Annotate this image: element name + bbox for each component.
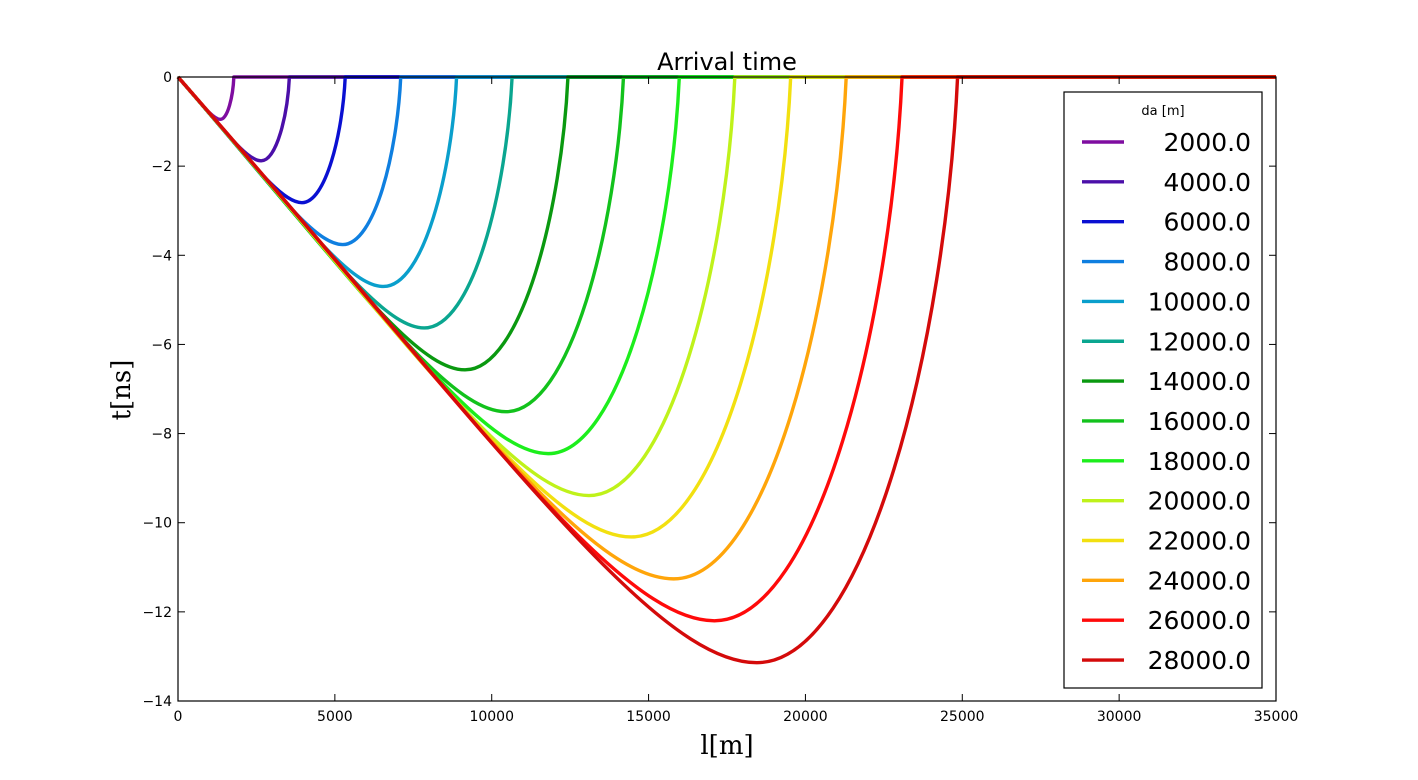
legend-label-26000: 26000.0 bbox=[1148, 606, 1251, 635]
legend-label-16000: 16000.0 bbox=[1148, 407, 1251, 436]
y-tick-label: −12 bbox=[142, 605, 172, 621]
legend-label-20000: 20000.0 bbox=[1148, 487, 1251, 516]
y-tick-label: −2 bbox=[151, 159, 172, 175]
legend-label-10000: 10000.0 bbox=[1148, 287, 1251, 316]
legend-label-14000: 14000.0 bbox=[1148, 367, 1251, 396]
x-tick-label: 5000 bbox=[317, 709, 353, 725]
series-line-28000 bbox=[176, 75, 1276, 665]
y-tick-label: −6 bbox=[151, 337, 172, 353]
x-tick-label: 0 bbox=[174, 709, 183, 725]
legend-label-22000: 22000.0 bbox=[1148, 527, 1251, 556]
x-tick-label: 30000 bbox=[1097, 709, 1142, 725]
x-axis-label: l[m] bbox=[700, 731, 753, 761]
legend-label-6000: 6000.0 bbox=[1164, 208, 1251, 237]
x-tick-label: 35000 bbox=[1254, 709, 1299, 725]
legend-label-18000: 18000.0 bbox=[1148, 447, 1251, 476]
legend-label-8000: 8000.0 bbox=[1164, 248, 1251, 277]
y-tick-label: 0 bbox=[163, 70, 172, 86]
plot-frame bbox=[177, 76, 1277, 702]
legend-label-4000: 4000.0 bbox=[1164, 168, 1251, 197]
chart-title: Arrival time bbox=[657, 48, 797, 76]
legend-label-2000: 2000.0 bbox=[1164, 128, 1251, 157]
y-tick-label: −10 bbox=[142, 516, 172, 532]
axes: 0 5000 10000 15000 20000 25000 30000 35000 0 −2 −4… bbox=[142, 70, 1298, 725]
legend-label-12000: 12000.0 bbox=[1148, 327, 1251, 356]
legend-label-24000: 24000.0 bbox=[1148, 566, 1251, 595]
y-tick-label: −4 bbox=[151, 248, 172, 264]
y-axis-label: t[ns] bbox=[107, 360, 137, 421]
legend-label-28000: 28000.0 bbox=[1148, 646, 1251, 675]
legend: da [m] 2000.0 4000.0 6000.0 8000.0 10000.0 120… bbox=[1063, 91, 1263, 689]
legend-title: da [m] bbox=[1141, 104, 1184, 119]
x-tick-label: 10000 bbox=[469, 709, 514, 725]
series-lines bbox=[176, 75, 1276, 665]
x-tick-label: 20000 bbox=[783, 709, 828, 725]
y-tick-label: −14 bbox=[142, 694, 172, 710]
y-tick-label: −8 bbox=[151, 427, 172, 443]
x-tick-label: 15000 bbox=[626, 709, 671, 725]
legend-box bbox=[1063, 91, 1263, 689]
x-tick-label: 25000 bbox=[940, 709, 985, 725]
